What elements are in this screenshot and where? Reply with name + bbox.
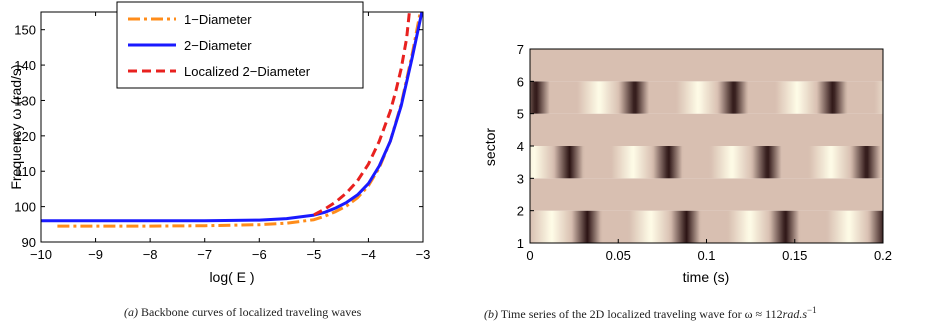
- x-tick-label-b: 0.1: [697, 248, 715, 263]
- y-tick-label-a: 150: [14, 23, 36, 38]
- y-tick-label-a: 90: [22, 235, 36, 250]
- x-tick-label-a: −5: [306, 247, 321, 262]
- x-tick-label-a: −6: [252, 247, 267, 262]
- y-tick-label-b: 7: [517, 42, 524, 57]
- y-axis-label-a: Frequency ω (rad/s): [8, 64, 24, 189]
- caption-b-exp: −1: [807, 305, 817, 315]
- legend-label-2: 2−Diameter: [184, 38, 252, 53]
- x-tick-label-b: 0.15: [782, 248, 807, 263]
- heatmap-band-wave: [530, 146, 883, 178]
- heatmap-band-flat: [530, 178, 883, 210]
- caption-b-units: rad.s: [783, 307, 807, 321]
- caption-a-text: Backbone curves of localized traveling w…: [141, 305, 361, 319]
- heatmap-band-flat: [530, 114, 883, 146]
- x-tick-label-a: −7: [197, 247, 212, 262]
- x-tick-label-a: −3: [416, 247, 431, 262]
- heatmap-band-wave: [530, 211, 883, 243]
- y-tick-label-b: 6: [517, 74, 524, 89]
- x-tick-label-a: −9: [88, 247, 103, 262]
- y-tick-label-a: 100: [14, 200, 36, 215]
- legend: 1−Diameter 2−Diameter Localized 2−Diamet…: [117, 2, 363, 88]
- y-tick-label-b: 4: [517, 139, 524, 154]
- caption-b-label: (b): [484, 307, 498, 321]
- y-tick-label-b: 2: [517, 204, 524, 219]
- x-tick-label-b: 0.05: [606, 248, 631, 263]
- x-axis-label-a: log( E ): [209, 269, 254, 285]
- x-tick-label-a: −8: [143, 247, 158, 262]
- heatmap-band-wave: [530, 81, 883, 113]
- x-axis-label-b: time (s): [683, 269, 730, 285]
- legend-label-1: 1−Diameter: [184, 12, 252, 27]
- caption-b: (b) Time series of the 2D localized trav…: [484, 305, 817, 322]
- x-tick-label-a: −4: [361, 247, 376, 262]
- legend-label-3: Localized 2−Diameter: [184, 64, 311, 79]
- caption-a-label: (a): [124, 305, 138, 319]
- y-tick-label-b: 5: [517, 107, 524, 122]
- heatmap-band-flat: [530, 49, 883, 81]
- x-tick-label-b: 0.2: [874, 248, 892, 263]
- y-tick-label-b: 1: [517, 236, 524, 251]
- x-tick-label-b: 0: [526, 248, 533, 263]
- y-tick-label-b: 3: [517, 171, 524, 186]
- y-axis-label-b: sector: [482, 128, 498, 166]
- heatmap-chart: 0 0.05 0.1 0.15 0.2 1 2 3 4 5 6 7 time (s) sector: [482, 42, 892, 285]
- caption-a: (a) Backbone curves of localized traveli…: [124, 305, 361, 320]
- caption-b-text: Time series of the 2D localized travelin…: [501, 307, 783, 321]
